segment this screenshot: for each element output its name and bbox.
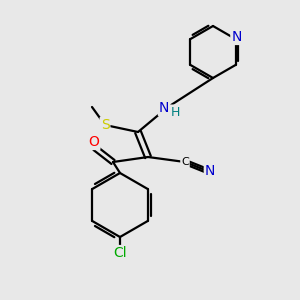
- Text: S: S: [100, 118, 109, 132]
- Text: H: H: [170, 106, 180, 118]
- Text: N: N: [159, 101, 169, 115]
- Text: C: C: [181, 157, 189, 167]
- Text: Cl: Cl: [113, 246, 127, 260]
- Text: N: N: [205, 164, 215, 178]
- Text: N: N: [231, 30, 242, 44]
- Text: O: O: [88, 135, 99, 149]
